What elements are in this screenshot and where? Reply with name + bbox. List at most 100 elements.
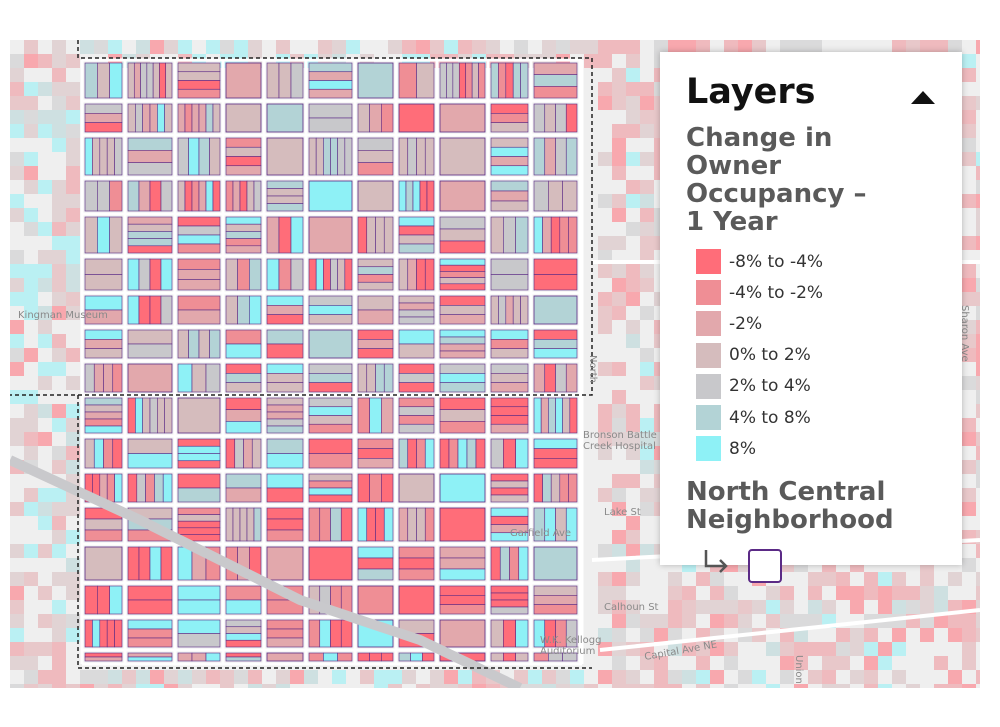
parcel <box>84 309 123 325</box>
parcel <box>84 258 123 275</box>
parcel <box>138 295 151 325</box>
parcel <box>237 258 250 291</box>
parcel-outside <box>10 110 24 124</box>
parcel <box>266 418 304 427</box>
parcel-outside <box>10 362 24 376</box>
parcel-outside <box>136 670 150 684</box>
parcel-outside <box>10 628 24 642</box>
parcel-outside <box>10 250 24 264</box>
parcel-outside <box>766 642 780 656</box>
parcel <box>520 295 529 325</box>
parcel-outside <box>24 292 38 306</box>
parcel-outside <box>766 586 780 600</box>
legend-label: 8% <box>729 438 756 459</box>
parcel <box>278 258 292 291</box>
parcel <box>160 546 173 581</box>
legend-item: 2% to 4% <box>696 371 936 402</box>
parcel <box>114 473 123 503</box>
parcel <box>225 421 262 434</box>
parcel-outside <box>920 40 934 54</box>
parcel <box>225 409 262 422</box>
parcel-outside <box>108 40 122 54</box>
parcel <box>177 507 221 515</box>
parcel <box>177 546 193 581</box>
parcel <box>369 652 382 662</box>
parcel-outside <box>962 236 976 250</box>
parcel <box>225 397 262 410</box>
parcel-outside <box>24 502 38 516</box>
parcel-outside <box>24 180 38 194</box>
parcel <box>160 295 173 325</box>
parcel-outside <box>878 656 892 670</box>
parcel <box>127 656 173 662</box>
parcel-outside <box>24 488 38 502</box>
parcel <box>439 336 486 345</box>
parcel <box>357 568 394 581</box>
parcel-outside <box>206 40 220 54</box>
parcel-outside <box>10 614 24 628</box>
parcel-outside <box>24 306 38 320</box>
parcel <box>177 363 193 393</box>
parcel-outside <box>52 684 66 688</box>
parcel <box>84 438 95 469</box>
parcel <box>177 619 221 634</box>
parcel <box>177 62 221 73</box>
parcel-outside <box>570 670 584 684</box>
parcel-outside <box>780 600 794 614</box>
parcel <box>568 473 578 503</box>
parcel <box>369 473 382 503</box>
parcel-outside <box>584 684 598 688</box>
parcel-outside <box>836 642 850 656</box>
parcel <box>308 88 353 99</box>
parcel-outside <box>192 670 206 684</box>
parcel-outside <box>962 656 976 670</box>
parcel-outside <box>626 54 640 68</box>
parcel <box>548 397 556 434</box>
parcel-outside <box>10 320 24 334</box>
parcel <box>357 397 370 434</box>
parcel-outside <box>612 474 626 488</box>
parcel-outside <box>766 614 780 628</box>
parcel-outside <box>710 572 724 586</box>
parcel-outside <box>626 558 640 572</box>
parcel-outside <box>640 82 654 96</box>
parcel-outside <box>878 572 892 586</box>
parcel-outside <box>668 600 682 614</box>
parcel <box>84 418 123 427</box>
collapse-toggle[interactable] <box>910 88 936 106</box>
parcel <box>439 397 486 410</box>
parcel <box>562 180 578 212</box>
parcel <box>490 507 529 517</box>
parcel-outside <box>164 684 178 688</box>
parcel <box>422 652 435 662</box>
parcel <box>127 223 173 232</box>
parcel <box>246 180 255 212</box>
parcel <box>465 62 473 99</box>
parcel <box>278 216 292 254</box>
parcel-outside <box>24 684 38 688</box>
parcel-outside <box>696 670 710 684</box>
parcel-outside <box>724 40 738 54</box>
parcel <box>426 180 435 212</box>
parcel <box>225 156 262 167</box>
parcel-outside <box>906 586 920 600</box>
parcel <box>366 216 376 254</box>
parcel-outside <box>976 194 980 208</box>
parcel <box>266 329 304 345</box>
parcel <box>127 628 173 639</box>
parcel <box>533 363 546 393</box>
parcel <box>357 652 370 662</box>
parcel <box>114 137 123 176</box>
parcel-outside <box>822 572 836 586</box>
parcel-outside <box>262 684 276 688</box>
parcel-outside <box>962 376 976 390</box>
parcel-outside <box>640 236 654 250</box>
parcel <box>398 216 435 227</box>
parcel <box>308 117 353 133</box>
parcel <box>127 238 173 247</box>
parcel-outside <box>976 530 980 544</box>
parcel-outside <box>10 54 24 68</box>
parcel <box>154 473 164 503</box>
parcel-outside <box>164 670 178 684</box>
parcel-outside <box>66 152 80 166</box>
